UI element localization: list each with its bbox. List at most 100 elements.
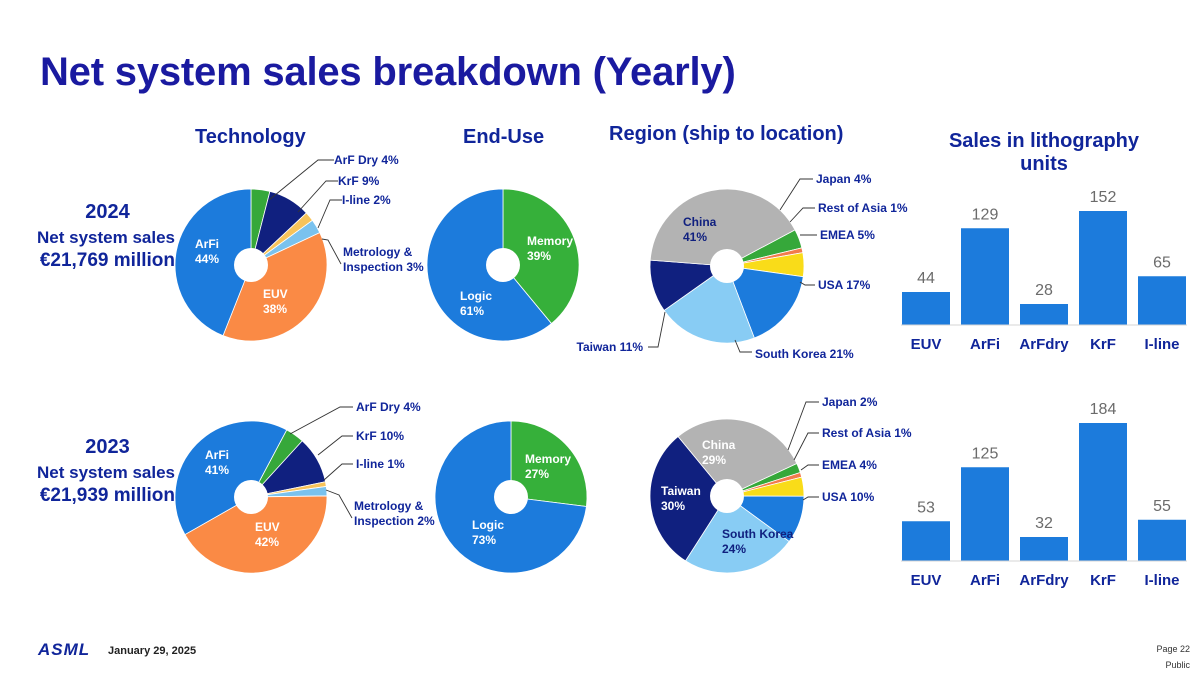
- leader-line-krf: [317, 435, 353, 456]
- leader-line-japan: [779, 178, 813, 211]
- leader-line-japan: [787, 401, 819, 451]
- pie-label-usa: USA 17%: [818, 278, 871, 292]
- leader-line-usa: [799, 281, 815, 286]
- bar-category-label-arfi: ArFi: [970, 572, 1000, 589]
- pie-technology-2023: ArF Dry 4% KrF 10% I-line 1% Metrology & Ins…: [174, 400, 435, 574]
- pie-label-rest-of-asia: Rest of Asia 1%: [822, 426, 912, 440]
- year-label: 2023: [85, 436, 130, 458]
- pie-slice-memory: [510, 420, 588, 507]
- bar-category-label-krf: KrF: [1090, 336, 1116, 353]
- leader-line-arf-dry: [268, 159, 334, 201]
- pie-technology-2024: ArF Dry 4% KrF 9% I-line 2% Metrology & Insp…: [174, 153, 424, 342]
- bar-arfi: [961, 228, 1009, 325]
- bar-krf: [1079, 423, 1127, 561]
- pie-slice-china: [649, 188, 796, 267]
- pie-center-hole: [710, 479, 744, 513]
- pie-label-i-line: I-line 1%: [356, 457, 405, 471]
- leader-line-south-korea: [734, 339, 752, 353]
- pie-slice-arfi: [174, 188, 252, 337]
- end-use-heading: End-Use: [463, 126, 545, 148]
- pie-label-arf-dry: ArF Dry 4%: [334, 153, 399, 167]
- leader-line-emea: [800, 464, 819, 471]
- pie-label-japan: Japan 2%: [822, 395, 878, 409]
- leader-line-metrology-inspection: [321, 238, 342, 265]
- year-label: 2024: [85, 201, 130, 223]
- leader-line-rest-of-asia: [793, 432, 819, 461]
- page-number: Page 22: [1156, 644, 1190, 654]
- bar-chart-units-2024: 44 EUV 129 ArFi 28 ArFdry 152 KrF 65 I-line: [901, 189, 1187, 353]
- pie-label-memory: Memory 39%: [527, 234, 573, 263]
- pie-slice-arfi: [174, 420, 288, 536]
- region-heading: Region (ship to location): [609, 123, 844, 145]
- leader-line-i-line: [317, 199, 342, 229]
- pie-region-ship-to-location-2024: Japan 4% Rest of Asia 1% EMEA 5% USA 17% Sou…: [577, 172, 908, 361]
- pie-slice-taiwan: [649, 435, 728, 562]
- bar-arfdry: [1020, 304, 1068, 325]
- bar-value-label-krf: 184: [1090, 401, 1117, 418]
- pie-region-ship-to-location-2023: Japan 2% Rest of Asia 1% EMEA 4% USA 10% Sou…: [649, 395, 912, 574]
- pie-label-china: China 41%: [683, 215, 717, 244]
- footer-date: January 29, 2025: [108, 645, 197, 657]
- net-sales-label: Net system sales: [37, 463, 175, 482]
- pie-slice-usa: [726, 265, 804, 339]
- pie-label-taiwan: Taiwan 11%: [577, 340, 644, 354]
- pie-label-euv: EUV 42%: [255, 520, 280, 549]
- pie-center-hole: [486, 248, 520, 282]
- bar-arfi: [961, 467, 1009, 561]
- pie-label-usa: USA 10%: [822, 490, 875, 504]
- leader-line-arf-dry: [289, 406, 353, 435]
- page-title: Net system sales breakdown (Yearly): [40, 50, 736, 94]
- pie-label-arfi: ArFi 41%: [205, 448, 229, 477]
- pie-center-hole: [234, 248, 268, 282]
- pie-label-japan: Japan 4%: [816, 172, 872, 186]
- pie-label-arf-dry: ArF Dry 4%: [356, 400, 421, 414]
- bar-value-label-euv: 53: [917, 499, 935, 516]
- bar-category-label-krf: KrF: [1090, 572, 1116, 589]
- bar-category-label-euv: EUV: [911, 336, 942, 353]
- pie-label-euv: EUV 38%: [263, 287, 288, 316]
- bar-euv: [902, 292, 950, 325]
- units-heading-line1: Sales in lithography: [948, 130, 1140, 152]
- bar-value-label-i-line: 65: [1153, 254, 1171, 271]
- bar-chart-units-2023: 53 EUV 125 ArFi 32 ArFdry 184 KrF 55 I-line: [901, 401, 1187, 589]
- pie-label-arfi: ArFi 44%: [195, 237, 219, 266]
- pie-label-logic: Logic 73%: [472, 518, 504, 547]
- bar-value-label-arfi: 129: [972, 206, 999, 223]
- pie-slice-south-korea: [663, 265, 755, 344]
- pie-label-krf: KrF 9%: [338, 174, 380, 188]
- leader-line-i-line: [323, 463, 353, 481]
- bar-value-label-i-line: 55: [1153, 498, 1171, 515]
- leader-line-usa: [802, 496, 819, 501]
- bar-category-label-i-line: I-line: [1144, 336, 1179, 353]
- pie-center-hole: [234, 480, 268, 514]
- pie-end-use-2023: Memory 27% Logic 73%: [434, 420, 588, 574]
- pie-label-emea: EMEA 5%: [820, 228, 875, 242]
- classification-label: Public: [1165, 660, 1190, 670]
- pie-slice-euv: [222, 232, 328, 342]
- leader-line-rest-of-asia: [789, 207, 815, 223]
- pie-label-krf: KrF 10%: [356, 429, 404, 443]
- net-sales-amount: €21,769 million: [39, 250, 175, 271]
- units-heading-line2: units: [1020, 153, 1068, 175]
- net-sales-label: Net system sales: [37, 228, 175, 247]
- bar-category-label-arfdry: ArFdry: [1019, 572, 1069, 589]
- pie-label-south-korea: South Korea 24%: [722, 527, 794, 556]
- pie-label-metrology-inspection: Metrology & Inspection 3%: [343, 245, 424, 274]
- pie-center-hole: [710, 249, 744, 283]
- bar-i-line: [1138, 519, 1186, 561]
- bar-i-line: [1138, 276, 1186, 325]
- pie-label-south-korea: South Korea 21%: [755, 347, 854, 361]
- year-block-2023: 2023 Net system sales €21,939 million: [0, 436, 175, 507]
- units-heading: Sales in lithography units: [920, 130, 1168, 176]
- bar-category-label-arfi: ArFi: [970, 336, 1000, 353]
- bar-category-label-arfdry: ArFdry: [1019, 336, 1069, 353]
- pie-slice-memory: [502, 188, 580, 325]
- pie-label-china: China 29%: [702, 438, 736, 467]
- pie-label-metrology-inspection: Metrology & Inspection 2%: [354, 499, 435, 528]
- pie-center-hole: [494, 480, 528, 514]
- pie-slice-euv: [184, 495, 328, 574]
- leader-line-krf: [297, 180, 338, 213]
- leader-line-taiwan: [648, 311, 666, 348]
- pie-label-rest-of-asia: Rest of Asia 1%: [818, 201, 908, 215]
